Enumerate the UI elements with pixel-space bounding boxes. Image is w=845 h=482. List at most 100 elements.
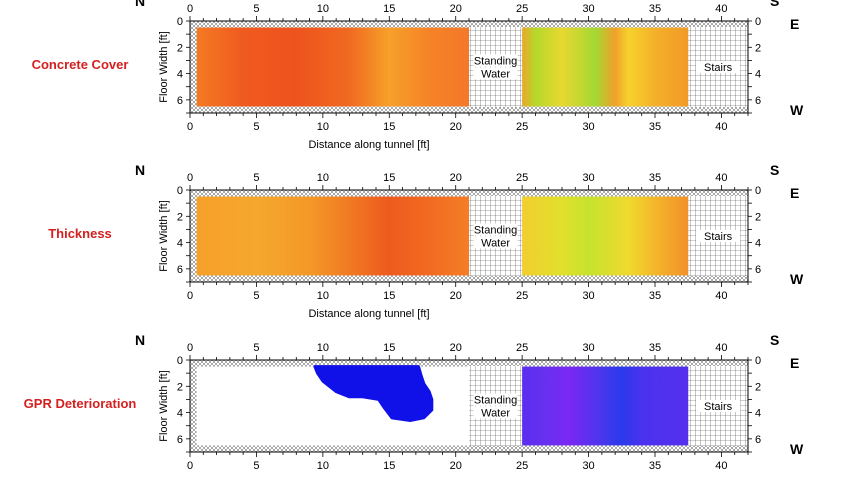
y-tick-label-right: 6: [755, 95, 761, 107]
x-tick-label-top: 5: [253, 3, 259, 15]
masked-label-bg: [473, 67, 518, 80]
compass-north: N: [135, 162, 145, 178]
x-tick-label-bottom: 10: [317, 290, 329, 302]
y-tick-label-left: 4: [177, 408, 183, 420]
x-axis-label: Distance along tunnel [ft]: [308, 308, 429, 320]
x-tick-label-bottom: 5: [253, 121, 259, 133]
x-tick-label-top: 35: [649, 3, 661, 15]
masked-region-label: Water: [481, 238, 510, 250]
x-axis-label: Distance along tunnel [ft]: [308, 139, 429, 151]
heatmap-panel-2: StandingWaterStairs005510101515202025253…: [135, 162, 804, 320]
masked-label-bg: [473, 223, 518, 236]
compass-east: E: [790, 355, 799, 371]
survey-area-2: [522, 196, 689, 276]
x-tick-label-top: 5: [253, 342, 259, 354]
y-axis-label: Floor Width [ft]: [158, 200, 170, 272]
survey-area-2: [522, 27, 689, 107]
masked-region-label: Standing: [474, 225, 517, 237]
y-tick-label-left: 2: [177, 381, 183, 393]
masked-region: [469, 27, 523, 107]
y-tick-label-right: 6: [755, 434, 761, 446]
y-tick-label-right: 0: [755, 185, 761, 197]
y-tick-label-left: 6: [177, 264, 183, 276]
x-tick-label-bottom: 25: [516, 460, 528, 472]
y-tick-label-right: 2: [755, 42, 761, 54]
compass-west: W: [790, 271, 804, 287]
masked-label-bg: [696, 61, 741, 73]
y-tick-label-right: 4: [755, 408, 761, 420]
x-tick-label-bottom: 5: [253, 290, 259, 302]
x-tick-label-bottom: 40: [715, 290, 727, 302]
x-tick-label-bottom: 35: [649, 460, 661, 472]
x-tick-label-top: 35: [649, 172, 661, 184]
x-tick-label-bottom: 25: [516, 121, 528, 133]
x-tick-label-bottom: 20: [450, 121, 462, 133]
y-tick-label-left: 2: [177, 42, 183, 54]
y-axis-label: Floor Width [ft]: [158, 31, 170, 103]
y-tick-label-left: 2: [177, 211, 183, 223]
y-tick-label-right: 6: [755, 264, 761, 276]
masked-region-label: Stairs: [704, 231, 733, 243]
x-tick-label-top: 35: [649, 342, 661, 354]
survey-area-1: [196, 27, 469, 107]
x-tick-label-top: 15: [383, 172, 395, 184]
x-tick-label-bottom: 30: [582, 290, 594, 302]
x-tick-label-bottom: 5: [253, 460, 259, 472]
x-tick-label-top: 0: [187, 172, 193, 184]
x-tick-label-bottom: 40: [715, 121, 727, 133]
masked-label-bg: [473, 406, 518, 419]
masked-region-label: Stairs: [704, 401, 733, 413]
compass-south: S: [770, 332, 779, 348]
x-tick-label-bottom: 30: [582, 460, 594, 472]
x-tick-label-top: 25: [516, 3, 528, 15]
survey-area-1: [196, 196, 469, 276]
heatmap-panel-3: StandingWaterStairs005510101515202025253…: [135, 332, 804, 472]
compass-south: S: [770, 162, 779, 178]
x-tick-label-top: 15: [383, 3, 395, 15]
x-tick-label-top: 40: [715, 342, 727, 354]
x-tick-label-top: 20: [450, 172, 462, 184]
x-tick-label-bottom: 30: [582, 121, 594, 133]
masked-region-label: Water: [481, 69, 510, 81]
masked-region: [469, 366, 523, 446]
masked-label-bg: [696, 400, 741, 412]
x-tick-label-top: 20: [450, 342, 462, 354]
x-tick-label-top: 0: [187, 3, 193, 15]
masked-region-label: Standing: [474, 395, 517, 407]
y-tick-label-right: 0: [755, 355, 761, 367]
y-tick-label-right: 2: [755, 381, 761, 393]
x-tick-label-bottom: 15: [383, 290, 395, 302]
compass-east: E: [790, 16, 799, 32]
row-label: Thickness: [48, 226, 112, 241]
x-tick-label-top: 30: [582, 172, 594, 184]
compass-north: N: [135, 0, 145, 9]
x-tick-label-bottom: 35: [649, 121, 661, 133]
y-axis-label: Floor Width [ft]: [158, 370, 170, 442]
y-tick-label-left: 0: [177, 185, 183, 197]
masked-region-label: Standing: [474, 56, 517, 68]
masked-region-label: Water: [481, 408, 510, 420]
x-tick-label-top: 10: [317, 3, 329, 15]
row-label: Concrete Cover: [31, 57, 129, 72]
masked-label-bg: [473, 54, 518, 67]
compass-west: W: [790, 102, 804, 118]
x-tick-label-top: 5: [253, 172, 259, 184]
y-tick-label-left: 0: [177, 355, 183, 367]
x-tick-label-bottom: 35: [649, 290, 661, 302]
y-tick-label-right: 0: [755, 16, 761, 28]
x-tick-label-bottom: 0: [187, 460, 193, 472]
masked-label-bg: [473, 236, 518, 249]
x-tick-label-bottom: 10: [317, 460, 329, 472]
deterioration-blob: [313, 365, 434, 422]
compass-south: S: [770, 0, 779, 9]
y-tick-label-left: 4: [177, 69, 183, 81]
compass-east: E: [790, 185, 799, 201]
x-tick-label-top: 20: [450, 3, 462, 15]
x-tick-label-top: 25: [516, 172, 528, 184]
x-tick-label-bottom: 10: [317, 121, 329, 133]
heatmap-panel-1: StandingWaterStairs005510101515202025253…: [135, 0, 804, 151]
compass-west: W: [790, 441, 804, 457]
x-tick-label-top: 25: [516, 342, 528, 354]
y-tick-label-right: 4: [755, 238, 761, 250]
